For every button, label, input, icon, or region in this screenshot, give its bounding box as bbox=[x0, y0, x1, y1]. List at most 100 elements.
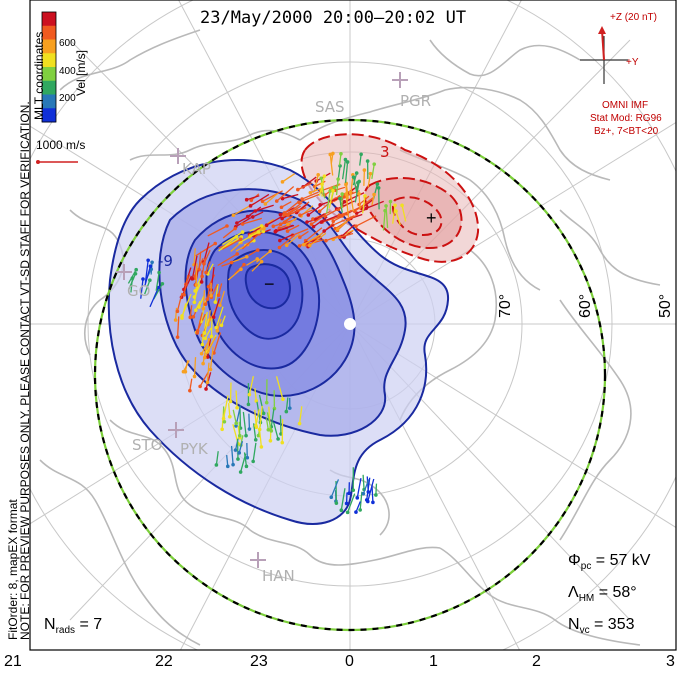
velocity-vector bbox=[335, 179, 339, 196]
velocity-vector-origin bbox=[338, 196, 342, 201]
velocity-vector bbox=[222, 227, 236, 239]
velocity-vector-origin bbox=[279, 205, 284, 210]
velocity-vector bbox=[220, 236, 242, 250]
velocity-vector-origin bbox=[254, 423, 258, 428]
velocity-vector-origin bbox=[329, 495, 334, 499]
imf-condition: Bz+, 7<BT<20 bbox=[594, 126, 659, 137]
svg-text:−: − bbox=[264, 274, 275, 294]
velocity-vector bbox=[258, 394, 265, 414]
colorbar-swatch bbox=[42, 67, 56, 82]
velocity-vector bbox=[201, 333, 204, 345]
velocity-vector-origin bbox=[342, 195, 347, 199]
velocity-vector-origin bbox=[344, 182, 348, 187]
velocity-colorbar bbox=[41, 11, 57, 123]
colorbar-tick-200: 200 bbox=[59, 93, 76, 104]
velocity-vector-origin bbox=[280, 180, 285, 184]
velocity-vector bbox=[227, 268, 242, 281]
negative-potential-cell: − bbox=[107, 159, 450, 525]
velocity-vector-origin bbox=[351, 175, 356, 179]
station-kap: KAP bbox=[182, 160, 211, 178]
velocity-vector bbox=[366, 477, 371, 501]
velocity-vector-origin bbox=[202, 331, 207, 335]
velocity-vector bbox=[191, 255, 198, 279]
velocity-vector bbox=[140, 278, 144, 299]
velocity-vector bbox=[264, 192, 279, 205]
velocity-vector-origin bbox=[256, 433, 261, 438]
velocity-vector-origin bbox=[331, 189, 335, 193]
velocity-vector-origin bbox=[188, 315, 193, 320]
velocity-vector bbox=[352, 172, 358, 186]
velocity-vector-origin bbox=[228, 399, 233, 404]
velocity-vector bbox=[189, 378, 193, 391]
station-markers bbox=[116, 72, 408, 568]
velocity-vector-origin bbox=[361, 491, 366, 496]
velocity-vector-origin bbox=[215, 329, 220, 333]
velocity-vector-origin bbox=[228, 414, 232, 419]
velocity-vector bbox=[193, 280, 203, 298]
velocity-vector bbox=[235, 217, 252, 228]
velocity-vector bbox=[203, 318, 210, 334]
velocity-vector bbox=[174, 307, 178, 321]
velocity-vector-origin bbox=[194, 283, 199, 287]
stat-model: Stat Mod: RG96 bbox=[590, 113, 662, 124]
velocity-vector-origin bbox=[269, 429, 274, 433]
velocity-vector bbox=[338, 153, 342, 166]
velocity-vector bbox=[217, 283, 223, 296]
velocity-vector bbox=[202, 344, 207, 364]
velocity-vector-origin bbox=[238, 237, 243, 242]
velocity-vector-origin bbox=[214, 325, 219, 330]
velocity-vector bbox=[310, 188, 321, 194]
velocity-vector-origin bbox=[347, 491, 351, 496]
colorbar-swatch bbox=[42, 12, 56, 27]
velocity-vector-origin bbox=[300, 197, 304, 201]
velocity-vector-origin bbox=[336, 177, 340, 181]
velocity-vector bbox=[287, 206, 307, 216]
velocity-vector-origin bbox=[383, 208, 387, 213]
velocity-vector-origin bbox=[356, 180, 360, 185]
velocity-vector-origin bbox=[244, 433, 248, 438]
velocity-vector bbox=[246, 258, 258, 266]
velocity-vector-origin bbox=[200, 342, 205, 347]
velocity-vector-origin bbox=[234, 421, 239, 426]
velocity-vector-origin bbox=[175, 309, 180, 314]
velocity-vector-origin bbox=[264, 223, 269, 228]
velocity-vector-origin bbox=[237, 451, 242, 455]
colorbar-swatch bbox=[42, 94, 56, 109]
velocity-vector-origin bbox=[134, 267, 138, 272]
velocity-vector bbox=[362, 474, 365, 490]
svg-text:+: + bbox=[426, 208, 437, 228]
velocity-vector bbox=[286, 202, 303, 215]
velocity-vector-origin bbox=[308, 190, 313, 195]
velocity-vector bbox=[313, 216, 328, 228]
velocity-vector bbox=[355, 215, 377, 227]
velocity-vector-origin bbox=[298, 235, 302, 239]
velocity-vector-origin bbox=[266, 427, 271, 432]
velocity-vector-origin bbox=[219, 323, 224, 328]
velocity-vector-origin bbox=[384, 204, 388, 208]
velocity-vector-origin bbox=[257, 427, 262, 432]
velocity-vector bbox=[242, 217, 263, 225]
velocity-vector-origin bbox=[203, 302, 208, 307]
station-pyk: PYK bbox=[180, 440, 208, 458]
coastlines bbox=[39, 29, 661, 646]
velocity-vector-origin bbox=[205, 355, 210, 359]
velocity-vector bbox=[356, 478, 362, 498]
velocity-vector-origin bbox=[235, 221, 239, 225]
velocity-vector-origin bbox=[175, 335, 180, 339]
velocity-vector-origin bbox=[235, 405, 239, 410]
velocity-vector-origin bbox=[233, 448, 238, 452]
mlt-tick-0: 0 bbox=[345, 653, 354, 670]
velocity-vector-origin bbox=[237, 433, 242, 438]
velocity-vector-origin bbox=[284, 243, 289, 248]
velocity-vector bbox=[292, 228, 309, 236]
velocity-vector-origin bbox=[372, 162, 377, 166]
velocity-vector bbox=[330, 479, 340, 498]
velocity-vector-origin bbox=[198, 384, 202, 389]
velocity-vector-origin bbox=[278, 212, 283, 217]
velocity-vector-origin bbox=[343, 157, 348, 162]
velocity-vector-origin bbox=[354, 171, 359, 175]
velocity-vector-origin bbox=[259, 224, 264, 228]
velocity-vector bbox=[332, 215, 355, 226]
velocity-vector bbox=[362, 479, 370, 494]
velocity-vector bbox=[275, 376, 284, 400]
